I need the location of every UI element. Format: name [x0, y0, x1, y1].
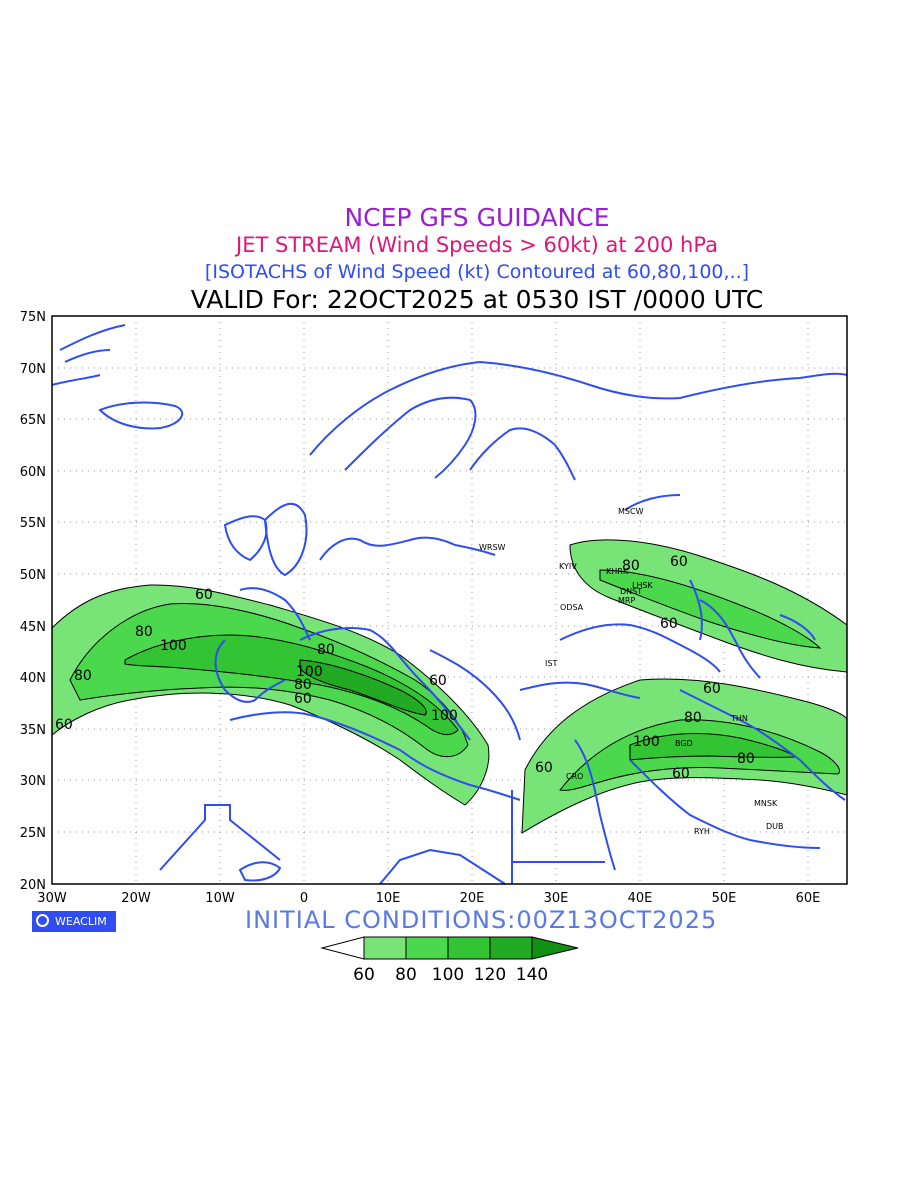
legend-label: 80: [395, 965, 417, 985]
lat-label: 20N: [20, 878, 46, 893]
lat-label: 60N: [20, 465, 46, 480]
legend-labels: 60 80 100 120 140: [353, 965, 548, 985]
contour-label: 80: [317, 642, 335, 658]
jet-ne-80kt: [599, 569, 822, 649]
city-label: MNSK: [754, 799, 778, 808]
city-label: KYIV: [559, 562, 577, 571]
contour-label: 60: [660, 616, 678, 632]
lat-label: 50N: [20, 568, 46, 583]
title-line-3: [ISOTACHS of Wind Speed (kt) Contoured a…: [204, 261, 750, 283]
lat-labels: 75N 70N 65N 60N 55N 50N 45N 40N 35N 30N …: [20, 310, 46, 893]
color-legend: [320, 936, 579, 960]
jet-west-80kt: [69, 603, 469, 758]
legend-label: 100: [432, 965, 464, 985]
city-label: CRO: [566, 772, 583, 781]
contour-label: 60: [195, 587, 213, 603]
lat-label: 40N: [20, 671, 46, 686]
legend-label: 120: [474, 965, 506, 985]
initial-conditions-label: INITIAL CONDITIONS:00Z13OCT2025: [245, 906, 718, 934]
jet-west-atlantic-med: [51, 584, 490, 806]
jet-west-100kt: [124, 634, 459, 736]
lon-label: 20W: [121, 891, 151, 906]
contour-label: 60: [672, 766, 690, 782]
legend-swatch-80-100: [405, 936, 449, 960]
contour-label: 100: [431, 708, 458, 724]
legend-swatch-120-140: [489, 936, 533, 960]
logo-text: WEACLIM: [55, 915, 107, 928]
city-label: KHRK: [606, 567, 629, 576]
jet-west-120kt: [299, 659, 427, 716]
legend-label: 60: [353, 965, 375, 985]
lon-label: 20E: [460, 891, 485, 906]
contour-label: 60: [535, 760, 553, 776]
contour-label: 60: [55, 717, 73, 733]
contour-label: 60: [429, 673, 447, 689]
contour-label: 80: [622, 558, 640, 574]
copyright-circle-icon: [36, 914, 49, 927]
legend-label: 140: [516, 965, 548, 985]
lat-label: 45N: [20, 620, 46, 635]
contour-label: 100: [633, 734, 660, 750]
lon-label: 30W: [37, 891, 67, 906]
city-labels: MSCW WRSW KYIV KHRK LHSK DNST MRP ODSA I…: [479, 507, 784, 836]
city-label: THN: [730, 714, 748, 723]
contour-label: 60: [294, 691, 312, 707]
map-frame: [51, 315, 848, 885]
contour-label: 100: [296, 664, 323, 680]
city-label: ODSA: [560, 603, 584, 612]
contour-label: 60: [670, 554, 688, 570]
lat-label: 55N: [20, 516, 46, 531]
legend-swatch-100-120: [447, 936, 491, 960]
legend-swatch-above-140: [531, 936, 579, 960]
contour-label: 80: [684, 710, 702, 726]
lat-label: 75N: [20, 310, 46, 325]
city-label: LHSK: [632, 581, 654, 590]
contour-label: 80: [74, 668, 92, 684]
city-label: BGD: [675, 739, 693, 748]
city-label: IST: [545, 659, 557, 668]
lat-label: 65N: [20, 413, 46, 428]
contour-label: 80: [737, 751, 755, 767]
city-label: DNST: [620, 587, 642, 596]
weaclim-logo: WEACLIM: [32, 911, 116, 932]
city-label: MSCW: [618, 507, 644, 516]
title-line-1: NCEP GFS GUIDANCE: [344, 203, 610, 232]
city-label: MRP: [618, 596, 635, 605]
lat-label: 35N: [20, 723, 46, 738]
legend-swatch-60-80: [363, 936, 407, 960]
lon-label: 40E: [628, 891, 653, 906]
city-label: DUB: [766, 822, 784, 831]
lat-label: 70N: [20, 362, 46, 377]
lon-label: 0: [300, 891, 308, 906]
lat-label: 30N: [20, 774, 46, 789]
contour-label: 60: [703, 681, 721, 697]
contour-label: 100: [160, 638, 187, 654]
city-label: RYH: [694, 827, 710, 836]
lon-label: 30E: [544, 891, 569, 906]
contour-label: 80: [294, 677, 312, 693]
lon-label: 60E: [796, 891, 821, 906]
city-label: WRSW: [479, 543, 506, 552]
valid-time-title: VALID For: 22OCT2025 at 0530 IST /0000 U…: [190, 285, 764, 314]
lon-labels: 30W 20W 10W 0 10E 20E 30E 40E 50E 60E: [37, 891, 820, 906]
coastlines: [51, 324, 848, 885]
legend-swatch-below-60: [320, 936, 365, 960]
lon-label: 50E: [712, 891, 737, 906]
contour-label: 80: [135, 624, 153, 640]
title-line-2: JET STREAM (Wind Speeds > 60kt) at 200 h…: [236, 233, 718, 257]
lat-label: 25N: [20, 826, 46, 841]
contour-labels: 60 80 100 80 60 100 80 60 60 100 60 80 6…: [55, 554, 755, 782]
lon-label: 10W: [205, 891, 235, 906]
lon-label: 10E: [376, 891, 401, 906]
